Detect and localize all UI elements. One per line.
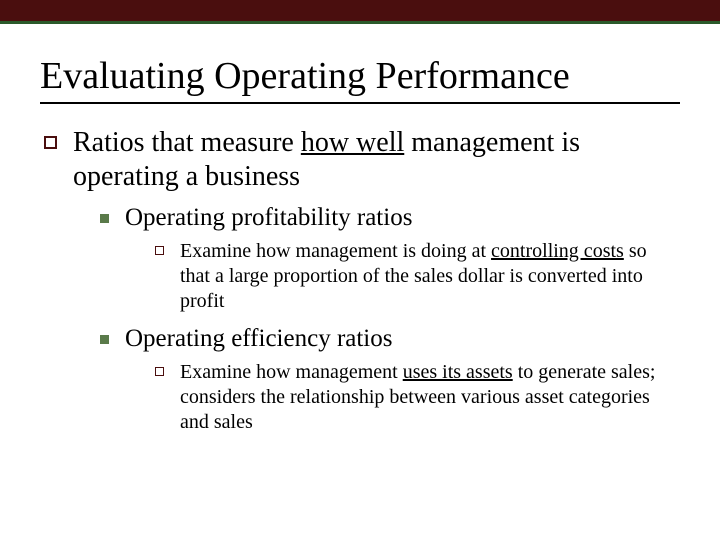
level3-text: Examine how management uses its assets t… — [180, 360, 670, 435]
hollow-square-icon — [155, 246, 164, 255]
level2-heading: Operating efficiency ratios — [125, 324, 392, 354]
level2-heading: Operating profitability ratios — [125, 203, 412, 233]
filled-square-icon — [100, 214, 109, 223]
level1-item: Ratios that measure how well management … — [44, 126, 680, 193]
detail-underlined: uses its assets — [403, 361, 513, 383]
level2-item: Operating profitability ratios — [100, 203, 680, 233]
slide-top-bar — [0, 0, 720, 24]
detail-pre: Examine how management is doing at — [180, 240, 491, 262]
title-underline — [40, 102, 680, 104]
hollow-square-icon — [44, 136, 57, 149]
level1-text: Ratios that measure how well management … — [73, 126, 680, 193]
slide-body: Evaluating Operating Performance Ratios … — [0, 24, 720, 465]
slide-title: Evaluating Operating Performance — [40, 54, 680, 98]
detail-pre: Examine how management — [180, 361, 403, 383]
detail-underlined: controlling costs — [491, 240, 624, 262]
level2-item: Operating efficiency ratios — [100, 324, 680, 354]
filled-square-icon — [100, 335, 109, 344]
level3-text: Examine how management is doing at contr… — [180, 239, 670, 314]
level3-item: Examine how management uses its assets t… — [155, 360, 680, 435]
level1-pre: Ratios that measure — [73, 127, 301, 158]
hollow-square-icon — [155, 367, 164, 376]
level1-underlined: how well — [301, 127, 404, 158]
level3-item: Examine how management is doing at contr… — [155, 239, 680, 314]
